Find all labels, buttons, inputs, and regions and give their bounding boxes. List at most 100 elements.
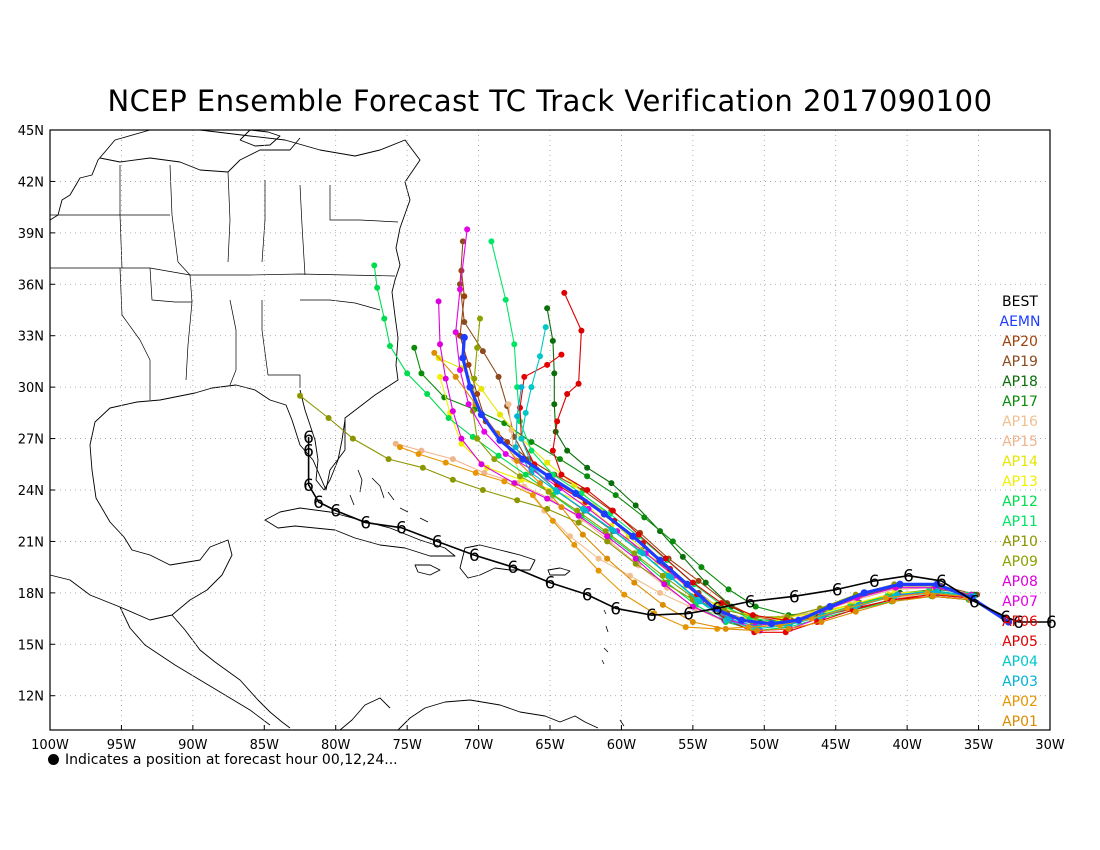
track-point: [478, 385, 485, 392]
track-point: [442, 459, 449, 466]
storm-symbol-icon: 6: [469, 546, 480, 566]
coastline-central-america: [171, 614, 291, 729]
track-point: [460, 333, 468, 342]
track-point: [554, 488, 561, 495]
track-point: [519, 455, 527, 463]
track-point: [621, 591, 628, 598]
track-point: [659, 572, 666, 579]
track-point: [495, 452, 502, 459]
track-point: [745, 624, 752, 631]
track-point: [794, 616, 803, 624]
track-point: [471, 375, 478, 382]
track-ap20: [457, 267, 972, 625]
track-ap19: [457, 238, 981, 625]
track-point: [491, 456, 498, 463]
track-point: [631, 550, 638, 557]
track-line: [307, 436, 1052, 623]
track-point: [542, 324, 549, 331]
legend-item-ap05: AP05: [1002, 634, 1038, 650]
island-puerto-rico: [547, 567, 571, 576]
track-point: [349, 435, 356, 442]
track-point: [934, 588, 941, 595]
track-point: [458, 440, 465, 447]
track-point: [933, 580, 941, 588]
track-point: [464, 226, 471, 233]
legend-item-ap09: AP09: [1002, 554, 1038, 570]
track-point: [689, 603, 696, 610]
track-point: [629, 532, 637, 540]
footnote-text: Indicates a position at forecast hour 00…: [65, 752, 398, 768]
track-point: [818, 619, 825, 625]
track-point: [466, 383, 474, 391]
track-point: [404, 370, 411, 377]
track-point: [896, 580, 904, 588]
track-ap14: [435, 355, 969, 622]
track-point: [544, 361, 551, 368]
legend-item-ap11: AP11: [1002, 514, 1038, 530]
track-point: [457, 367, 463, 373]
tick-label-lat: 15N: [18, 638, 44, 653]
tick-label-lat: 21N: [18, 535, 44, 550]
track-point: [689, 579, 696, 586]
track-point: [612, 492, 619, 499]
track-point: [579, 531, 586, 538]
storm-symbol-icon: 6: [1000, 608, 1011, 628]
track-point: [656, 556, 664, 564]
coastline-south-america: [397, 699, 599, 731]
legend-item-ap20: AP20: [1002, 334, 1038, 350]
track-point: [749, 612, 756, 619]
track-point: [511, 341, 518, 348]
track-point: [785, 625, 792, 632]
legend-item-ap13: AP13: [1002, 474, 1038, 490]
track-point: [449, 476, 456, 483]
track-point: [641, 514, 648, 521]
storm-symbol-icon: 6: [582, 586, 593, 606]
track-point: [595, 555, 602, 562]
track-point: [662, 555, 669, 562]
track-point: [600, 510, 608, 518]
track-point: [564, 447, 571, 454]
tick-label-lon: 60W: [607, 738, 637, 753]
track-point: [465, 361, 472, 368]
tick-label-lon: 90W: [178, 738, 208, 753]
track-point: [549, 337, 556, 344]
track-ap11: [488, 238, 971, 625]
track-point: [528, 384, 535, 391]
legend-item-ap01: AP01: [1002, 714, 1038, 730]
legend-item-aemn: AEMN: [999, 314, 1041, 330]
tick-label-lon: 35W: [964, 738, 994, 753]
track-point: [722, 625, 729, 632]
track-line: [455, 229, 973, 632]
track-point: [582, 507, 589, 514]
track-point: [514, 457, 521, 464]
storm-symbol-icon: 6: [832, 580, 843, 600]
track-point: [668, 574, 675, 581]
storm-symbol-icon: 6: [745, 592, 756, 612]
track-point: [549, 447, 556, 454]
track-point: [514, 497, 521, 504]
track-ap02: [397, 444, 969, 632]
track-point: [435, 298, 442, 305]
storm-symbol-icon: 6: [360, 514, 371, 534]
track-point: [551, 401, 558, 408]
storm-symbol-icon: 6: [969, 592, 980, 612]
tick-label-lon: 85W: [250, 738, 280, 753]
track-point: [575, 380, 582, 387]
track-point: [325, 415, 332, 421]
storm-symbol-icon: 6: [869, 572, 880, 592]
track-point: [924, 589, 931, 596]
coastline-central-america-west: [119, 606, 271, 726]
track-point: [683, 580, 691, 588]
track-point: [578, 327, 585, 334]
track-point: [465, 401, 472, 408]
track-point: [549, 517, 556, 524]
track-point: [537, 353, 543, 360]
track-point: [474, 435, 481, 442]
tick-label-lon: 95W: [107, 738, 137, 753]
track-point: [661, 581, 668, 588]
track-line: [399, 446, 966, 630]
storm-symbol-icon: 6: [712, 599, 723, 619]
track-point: [544, 459, 551, 466]
track-point: [584, 487, 591, 493]
legend-item-ap19: AP19: [1002, 354, 1038, 370]
